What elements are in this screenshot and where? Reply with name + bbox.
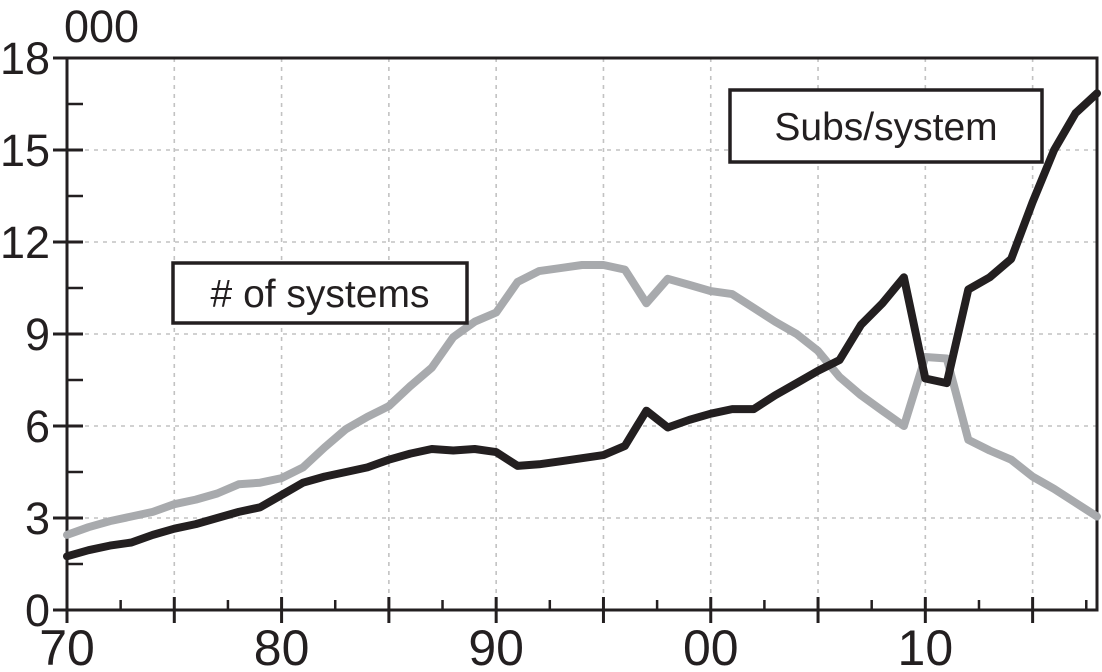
x-tick-label: 00 [683, 620, 739, 672]
x-tick-label: 80 [254, 620, 310, 672]
axis-label-layer: 70 80 90 00 10 0 3 6 9 12 15 18 [0, 33, 953, 672]
y-tick-label: 18 [0, 33, 50, 84]
series-line--of-systems [63, 261, 1101, 539]
x-tick-label: 90 [468, 620, 524, 672]
legend-label-num-systems: # of systems [211, 273, 430, 316]
legend-label-subs-system: Subs/system [774, 106, 997, 149]
plot-frame [65, 56, 1099, 612]
y-tick-label: 6 [25, 401, 50, 452]
x-tick-label: 10 [898, 620, 954, 672]
legend-subs-system: Subs/system [728, 88, 1044, 164]
y-tick-label: 9 [25, 309, 50, 360]
legend-box-num-systems [171, 261, 469, 325]
y-axis-unit-label: 000 [64, 1, 139, 52]
y-tick-label: 12 [0, 217, 50, 268]
legend-num-systems: # of systems [171, 261, 469, 325]
legend-box-subs-system [728, 88, 1044, 164]
y-tick-label: 0 [25, 585, 50, 636]
x-tick-label: 70 [39, 620, 95, 672]
y-tick-label: 15 [0, 125, 50, 176]
series-line-subs-system [63, 89, 1101, 561]
series-layer [63, 89, 1101, 561]
y-tick-label: 3 [25, 493, 50, 544]
